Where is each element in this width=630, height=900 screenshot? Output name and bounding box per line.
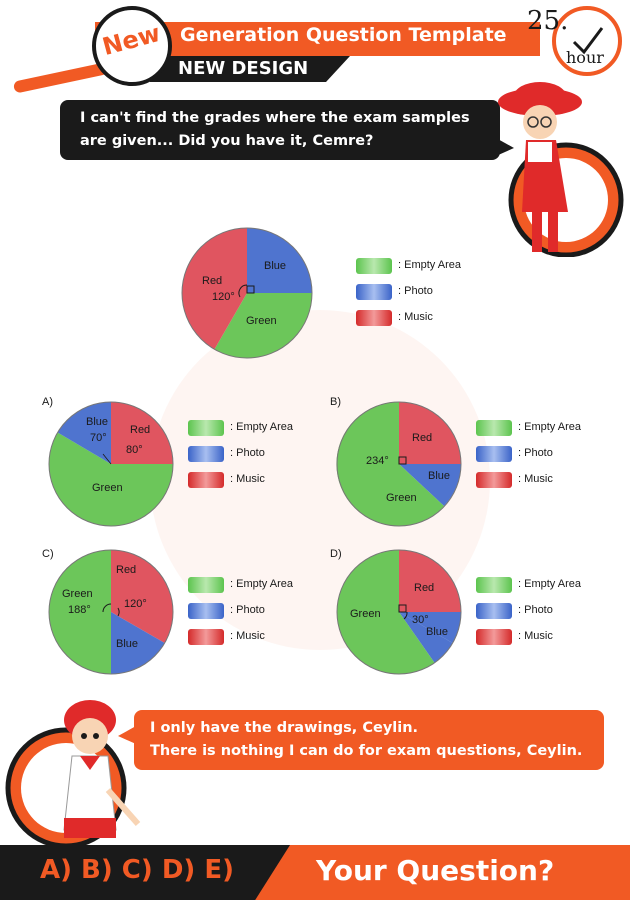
option-c-label-green-angle: 188°: [68, 604, 91, 616]
your-question-label: Your Question?: [316, 854, 555, 887]
option-c-pie-chart[interactable]: Red 120° Blue Green 188°: [48, 549, 174, 675]
option-c-letter: C): [42, 548, 54, 560]
speech-text-bottom-line1: I only have the drawings, Ceylin.: [150, 720, 419, 736]
option-b-pie-chart[interactable]: Red Blue Green 234°: [336, 401, 462, 527]
option-b-legend-photo: : Photo: [518, 447, 553, 459]
main-label-red: Red: [202, 275, 222, 287]
speech-text-top: I can't find the grades where the exam s…: [80, 110, 470, 149]
option-c-label-blue: Blue: [116, 638, 138, 650]
option-a-swatch-blue: [188, 446, 224, 462]
legend-swatch-red: [356, 310, 392, 326]
legend-swatch-green: [356, 258, 392, 274]
option-d-label-blue-angle: 30°: [412, 614, 429, 626]
option-b-label-red: Red: [412, 432, 432, 444]
option-d-pie-chart[interactable]: Red 30° Blue Green: [336, 549, 462, 675]
option-c-label-green: Green: [62, 588, 93, 600]
girl-character-bottom: [5, 700, 141, 849]
option-a-pie-chart[interactable]: Green Blue 70° Red 80°: [48, 401, 174, 527]
option-a-legend-music: : Music: [230, 473, 265, 485]
angle-arc: [238, 284, 248, 298]
speech-tail-top: [496, 138, 514, 156]
speech-text-bottom: I only have the drawings, Ceylin. There …: [150, 717, 600, 763]
main-label-red-angle: 120°: [212, 291, 235, 303]
legend-empty-area: : Empty Area: [398, 259, 461, 271]
legend-swatch-blue: [356, 284, 392, 300]
option-c-legend-photo: : Photo: [230, 604, 265, 616]
option-d-swatch-red: [476, 629, 512, 645]
option-b-label-blue: Blue: [428, 470, 450, 482]
speech-tail-bottom: [118, 726, 136, 744]
speech-text-bottom-line2: There is nothing I can do for exam quest…: [150, 743, 583, 759]
option-b-label-green: Green: [386, 492, 417, 504]
option-c-swatch-green: [188, 577, 224, 593]
page-title: Generation Question Template: [180, 24, 507, 46]
speech-bubble-top: [60, 100, 500, 160]
right-angle-mark: [246, 285, 255, 294]
option-c-label-red-angle: 120°: [124, 598, 147, 610]
option-c-legend-empty-area: : Empty Area: [230, 578, 293, 590]
main-slice-red: [181, 228, 247, 350]
option-d-swatch-blue: [476, 603, 512, 619]
option-a-label-blue: Blue: [86, 416, 108, 428]
option-a-swatch-red: [188, 472, 224, 488]
footer-bar-right: [250, 845, 630, 900]
option-b-swatch-red: [476, 472, 512, 488]
option-d-label-red: Red: [414, 582, 434, 594]
timer-value: 25.: [527, 6, 569, 36]
option-b-swatch-blue: [476, 446, 512, 462]
footer-bar-left: [0, 845, 290, 900]
option-a-label-blue-angle: 70°: [90, 432, 107, 444]
option-b-legend-music: : Music: [518, 473, 553, 485]
option-b-legend-empty-area: : Empty Area: [518, 421, 581, 433]
option-c-legend-music: : Music: [230, 630, 265, 642]
option-a-legend-empty-area: : Empty Area: [230, 421, 293, 433]
option-d-letter: D): [330, 548, 342, 560]
option-d-legend-empty-area: : Empty Area: [518, 578, 581, 590]
answer-options[interactable]: A) B) C) D) E): [40, 855, 234, 885]
main-slice-green: [214, 293, 312, 359]
option-c-swatch-red: [188, 629, 224, 645]
main-label-green: Green: [246, 315, 277, 327]
option-a-label-green: Green: [92, 482, 123, 494]
main-pie-chart: Red 120° Blue Green: [181, 227, 313, 359]
girl-character-top: [498, 82, 624, 257]
timer-unit: hour: [566, 48, 604, 67]
option-a-letter: A): [42, 396, 53, 408]
option-d-legend-music: : Music: [518, 630, 553, 642]
option-d-legend-photo: : Photo: [518, 604, 553, 616]
subtitle-bar: [150, 56, 350, 82]
magnifier-handle-icon: [12, 62, 109, 94]
option-d-label-green: Green: [350, 608, 381, 620]
clock-icon: [552, 6, 622, 76]
option-d-swatch-green: [476, 577, 512, 593]
speech-bubble-bottom: [134, 710, 604, 770]
option-c-label-red: Red: [116, 564, 136, 576]
main-label-blue: Blue: [264, 260, 286, 272]
option-a-legend-photo: : Photo: [230, 447, 265, 459]
page-subtitle: NEW DESIGN: [178, 58, 309, 79]
option-c-swatch-blue: [188, 603, 224, 619]
option-d-label-blue: Blue: [426, 626, 448, 638]
legend-photo: : Photo: [398, 285, 433, 297]
option-a-label-red-angle: 80°: [126, 444, 143, 456]
magnifier-icon: [92, 6, 172, 86]
option-b-swatch-green: [476, 420, 512, 436]
option-a-swatch-green: [188, 420, 224, 436]
legend-music: : Music: [398, 311, 433, 323]
option-b-letter: B): [330, 396, 341, 408]
main-slice-blue: [247, 228, 312, 293]
option-a-label-red: Red: [130, 424, 150, 436]
option-b-label-green-angle: 234°: [366, 455, 389, 467]
